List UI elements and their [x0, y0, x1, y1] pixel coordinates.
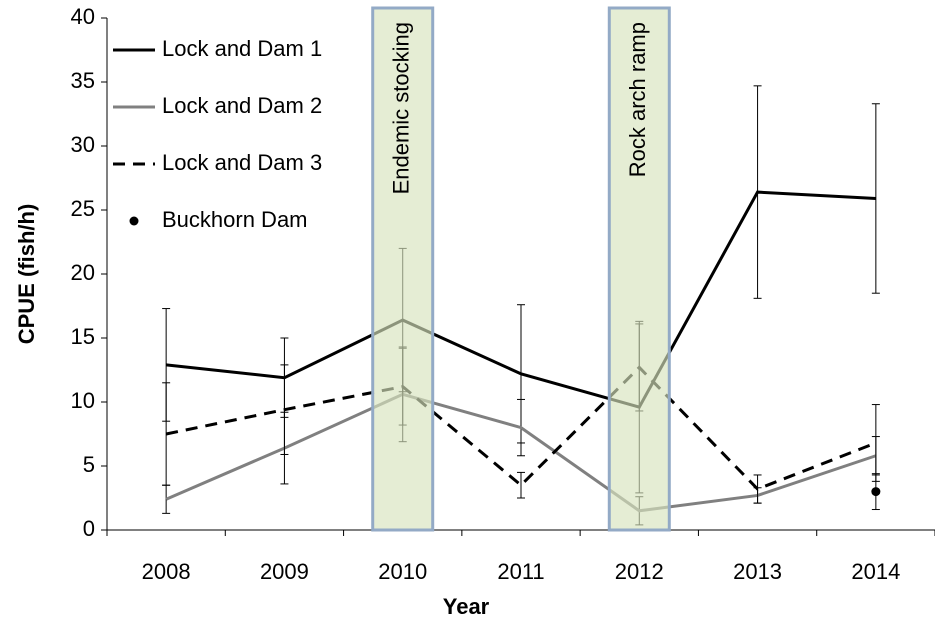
legend-label: Buckhorn Dam — [162, 207, 308, 232]
x-tick-label: 2008 — [142, 559, 191, 584]
x-tick-label: 2009 — [260, 559, 309, 584]
y-tick-label: 40 — [71, 4, 95, 29]
legend-label: Lock and Dam 1 — [162, 36, 322, 61]
annotation-band — [607, 6, 671, 532]
x-tick-label: 2014 — [851, 559, 900, 584]
series-line — [165, 365, 877, 491]
error-bar — [871, 404, 880, 482]
y-tick-label: 5 — [83, 452, 95, 477]
legend-swatch — [129, 216, 139, 226]
error-bar — [871, 103, 880, 294]
x-tick-label: 2012 — [615, 559, 664, 584]
y-tick-label: 15 — [71, 324, 95, 349]
y-tick-label: 0 — [83, 516, 95, 541]
y-tick-label: 25 — [71, 196, 95, 221]
x-tick-label: 2011 — [497, 559, 544, 584]
x-axis-title: Year — [443, 594, 490, 619]
annotation-band — [371, 6, 435, 532]
legend-label: Lock and Dam 3 — [162, 150, 322, 175]
y-tick-label: 10 — [71, 388, 95, 413]
y-tick-label: 35 — [71, 68, 95, 93]
x-tick-label: 2013 — [733, 559, 782, 584]
annotation-label: Endemic stocking — [389, 22, 414, 194]
x-tick-label: 2010 — [378, 559, 427, 584]
error-bar — [517, 471, 525, 499]
y-tick-label: 30 — [71, 132, 95, 157]
legend-label: Lock and Dam 2 — [162, 93, 322, 118]
annotation-label: Rock arch ramp — [625, 22, 650, 177]
point — [871, 487, 881, 497]
y-axis-title: CPUE (fish/h) — [14, 204, 39, 345]
y-tick-label: 20 — [71, 260, 95, 285]
